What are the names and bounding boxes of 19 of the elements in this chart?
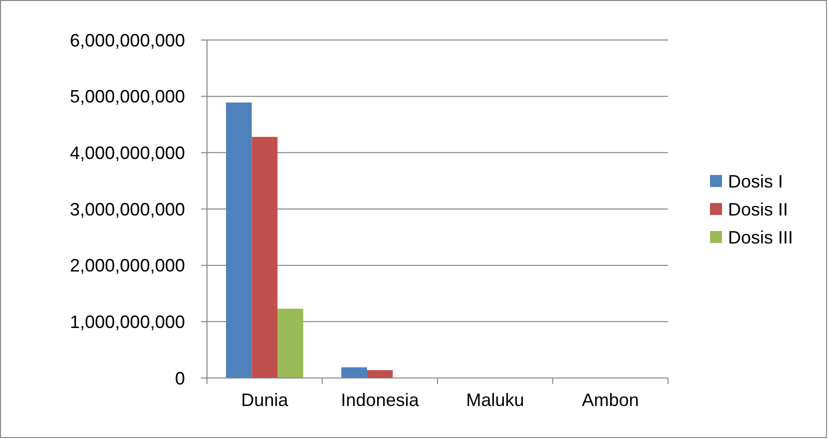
- legend-label: Dosis I: [728, 171, 784, 192]
- y-tick-label: 3,000,000,000: [70, 199, 185, 220]
- y-tick-label: 0: [174, 368, 185, 388]
- x-tick-label: Ambon: [582, 390, 639, 410]
- bar: [341, 367, 368, 378]
- bar: [367, 370, 393, 378]
- y-tick-label: 5,000,000,000: [70, 86, 185, 107]
- bar: [277, 308, 304, 378]
- x-tick-label: Dunia: [241, 390, 290, 410]
- bar: [226, 102, 252, 378]
- y-tick-label: 2,000,000,000: [70, 256, 185, 276]
- x-tick-label: Maluku: [466, 390, 524, 410]
- legend-label: Dosis III: [728, 227, 794, 248]
- y-tick-label: 4,000,000,000: [70, 142, 185, 163]
- legend-label: Dosis II: [728, 199, 788, 220]
- y-tick-label: 6,000,000,000: [70, 30, 185, 50]
- x-tick-label: Indonesia: [340, 390, 420, 410]
- y-tick-label: 1,000,000,000: [70, 312, 185, 332]
- bar: [252, 136, 278, 378]
